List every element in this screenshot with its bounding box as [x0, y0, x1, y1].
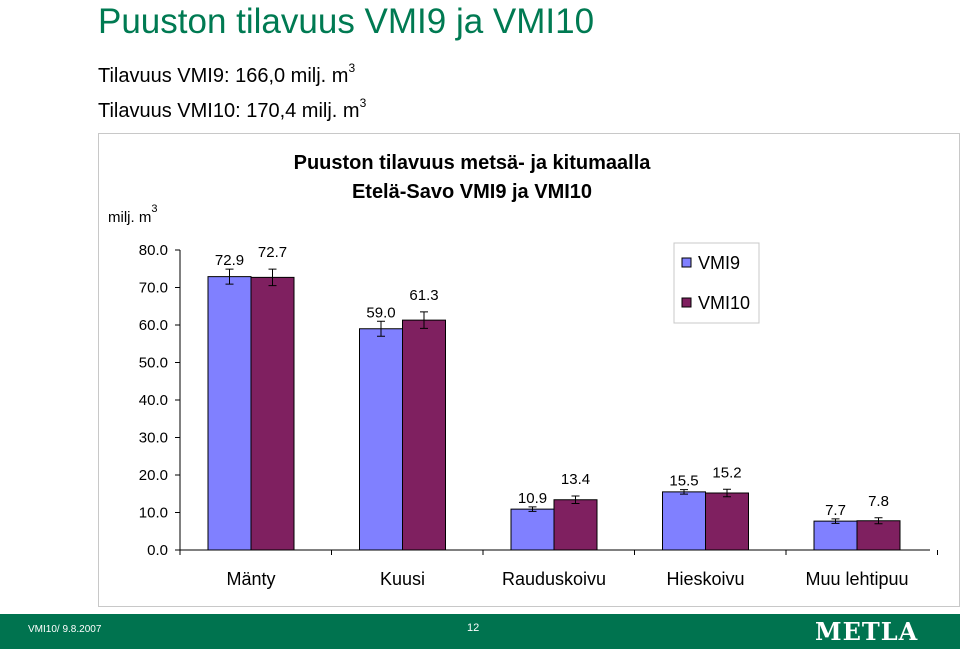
volume-vmi9-text: Tilavuus VMI9: 166,0 milj. m — [98, 65, 349, 87]
legend-box — [673, 242, 760, 324]
page-number: 12 — [467, 622, 480, 634]
y-axis-label-sup: 3 — [151, 203, 157, 215]
y-tick-label: 40.0 — [139, 392, 168, 409]
data-label: 7.7 — [825, 502, 846, 519]
category-label: Mänty — [226, 569, 275, 589]
y-tick-label: 80.0 — [139, 242, 168, 259]
legend-label: VMI9 — [698, 253, 740, 273]
chart-subtitle: Etelä-Savo VMI9 ja VMI10 — [352, 181, 592, 203]
category-label: Muu lehtipuu — [805, 569, 908, 589]
bar-vmi9-4 — [662, 491, 706, 551]
bar-vmi9-5 — [813, 520, 858, 551]
bar-vmi9-1 — [207, 276, 252, 551]
y-tick-label: 60.0 — [139, 317, 168, 334]
data-label: 15.2 — [712, 464, 741, 481]
y-tick-label: 10.0 — [139, 505, 168, 522]
y-tick-label: 70.0 — [139, 280, 168, 297]
slide-title: Puuston tilavuus VMI9 ja VMI10 — [98, 2, 595, 41]
bar-vmi10-1 — [250, 276, 295, 551]
category-label: Rauduskoivu — [502, 569, 606, 589]
bar-vmi9-3 — [510, 508, 555, 551]
y-axis-label-text: milj. m — [108, 209, 151, 226]
legend-swatch — [681, 257, 692, 268]
metla-logo: METLA — [815, 617, 919, 646]
data-label: 15.5 — [669, 473, 698, 490]
bars: 72.9 72.7 Mänty 59.0 61.3 Kuusi 10.9 13.4 Raudus… — [207, 244, 909, 589]
volume-vmi9: Tilavuus VMI9: 166,0 milj. m3 — [98, 62, 355, 88]
y-tick-label: 0.0 — [147, 542, 168, 559]
bar-chart: Puuston tilavuus metsä- ja kitumaalla Et… — [108, 152, 938, 589]
bar-vmi9-2 — [359, 328, 403, 551]
data-label: 10.9 — [518, 490, 547, 507]
chart-title: Puuston tilavuus metsä- ja kitumaalla — [294, 152, 652, 174]
legend-swatch — [681, 297, 692, 308]
bar-vmi10-2 — [402, 319, 446, 551]
volume-vmi10-text: Tilavuus VMI10: 170,4 milj. m — [98, 100, 360, 122]
data-label: 59.0 — [366, 304, 395, 321]
category-label: Hieskoivu — [666, 569, 744, 589]
y-tick-label: 50.0 — [139, 355, 168, 372]
legend: VMI9 VMI10 — [673, 242, 760, 324]
footer-bar: VMI10/ 9.8.2007 12 METLA — [0, 614, 960, 649]
volume-vmi10: Tilavuus VMI10: 170,4 milj. m3 — [98, 97, 366, 123]
data-label: 7.8 — [868, 493, 889, 510]
volume-vmi9-sup: 3 — [348, 61, 356, 76]
category-label: Kuusi — [380, 569, 425, 589]
bar-vmi10-5 — [856, 520, 901, 551]
volume-vmi10-sup: 3 — [359, 96, 367, 111]
data-label: 13.4 — [561, 471, 590, 488]
footer-date: VMI10/ 9.8.2007 — [28, 624, 102, 635]
y-tick-label: 30.0 — [139, 430, 168, 447]
y-tick-label: 20.0 — [139, 467, 168, 484]
data-label: 72.9 — [215, 252, 244, 269]
data-label: 72.7 — [258, 244, 287, 261]
y-axis-label: milj. m3 — [108, 203, 157, 226]
data-label: 61.3 — [409, 287, 438, 304]
bar-vmi10-3 — [553, 499, 598, 551]
bar-vmi10-4 — [705, 492, 749, 551]
legend-label: VMI10 — [698, 293, 750, 313]
